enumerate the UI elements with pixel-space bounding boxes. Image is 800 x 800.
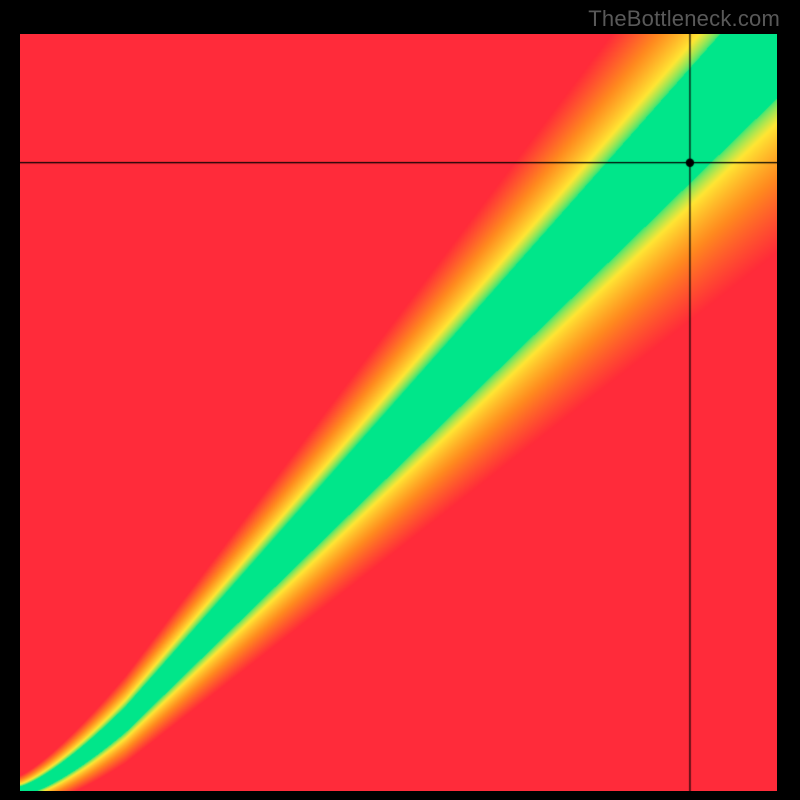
heatmap-canvas bbox=[20, 34, 777, 791]
chart-container: TheBottleneck.com bbox=[0, 0, 800, 800]
watermark-text: TheBottleneck.com bbox=[588, 6, 780, 32]
